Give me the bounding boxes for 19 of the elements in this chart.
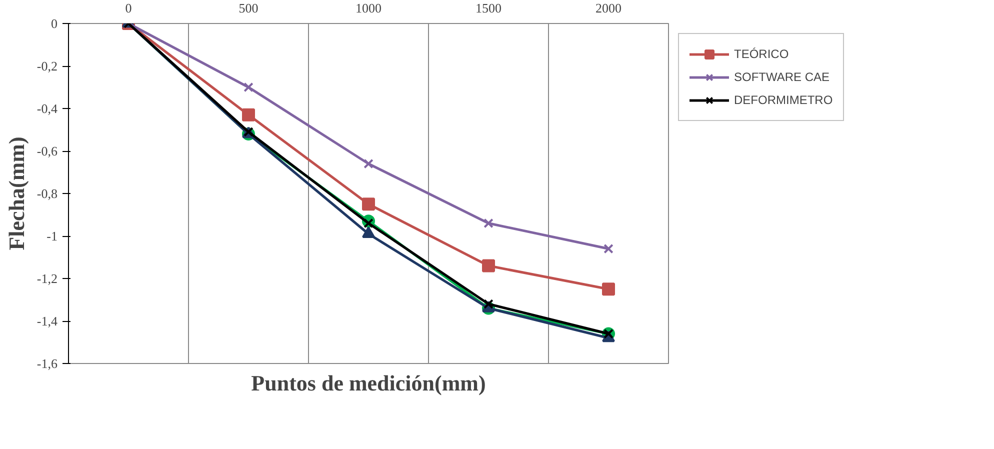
y-tick-label: -0,2 <box>36 58 58 74</box>
y-tick-label: -0,6 <box>36 144 58 158</box>
y-tick-label: -1,4 <box>36 314 58 328</box>
y-tick-label: -1,6 <box>36 356 58 371</box>
x-tick-label: 500 <box>238 0 258 16</box>
y-tick-label: -1 <box>46 228 58 244</box>
x-tick-label: 2000 <box>596 0 622 16</box>
x-tick-label: 0 <box>125 0 132 16</box>
y-axis-title: Flecha(mm) <box>4 136 29 250</box>
y-tick-label: -0,8 <box>36 186 58 201</box>
legend-label: TEÓRICO <box>734 47 789 61</box>
x-axis-title: Puntos de medición(mm) <box>251 370 486 396</box>
legend-label: DEFORMIMETRO <box>734 93 833 107</box>
y-tick-label: -1,2 <box>36 271 58 286</box>
x-tick-label: 1000 <box>356 0 382 16</box>
legend-label: SOFTWARE CAE <box>734 70 830 84</box>
y-tick-label: -0,4 <box>36 101 58 116</box>
x-tick-label: 1500 <box>476 0 502 16</box>
y-tick-label: 0 <box>51 16 58 31</box>
